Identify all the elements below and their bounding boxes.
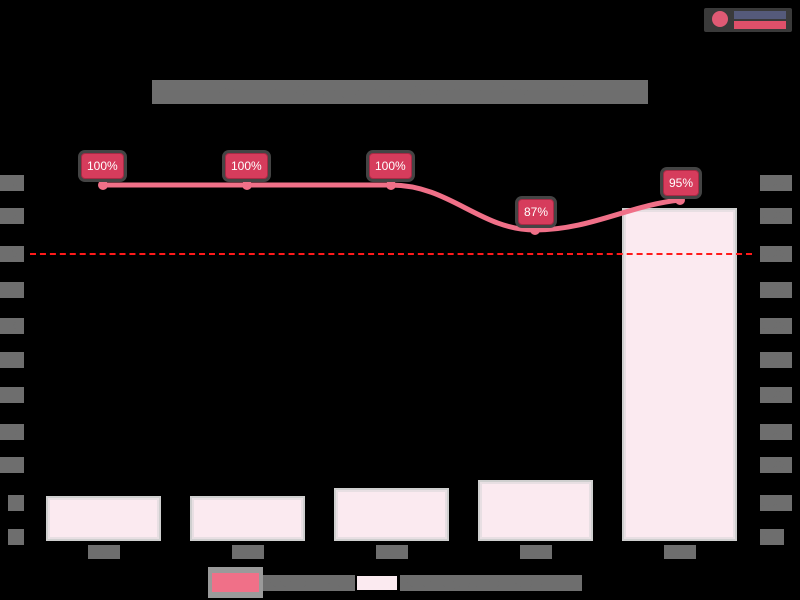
left-tick: 70	[0, 282, 24, 298]
left-tick: 80	[0, 246, 24, 262]
left-tick: 60	[0, 318, 24, 334]
data-label: 95%	[663, 170, 700, 196]
right-tick: 4000	[760, 246, 792, 262]
x-tick: 2023	[664, 545, 696, 559]
bar[interactable]	[192, 498, 303, 539]
brand-logo	[704, 8, 792, 32]
x-tick: 2021	[376, 545, 408, 559]
left-tick: 90	[0, 208, 24, 224]
right-tick: 500	[760, 495, 792, 511]
left-tick: 30	[0, 424, 24, 440]
left-tick: 40	[0, 387, 24, 403]
legend-label[interactable]: Retention Rate	[263, 575, 355, 591]
bar[interactable]	[480, 482, 591, 539]
chart-title: Historical Revenue and Retention Rate by…	[152, 80, 648, 104]
bar[interactable]	[336, 490, 447, 539]
right-tick: 2500	[760, 352, 792, 368]
legend-swatch-bar[interactable]	[356, 575, 398, 591]
logo-subtext	[734, 21, 786, 29]
logo-text	[734, 11, 786, 19]
x-tick: 2020	[232, 545, 264, 559]
left-tick: 50	[0, 352, 24, 368]
right-tick: 0	[760, 529, 784, 545]
right-tick: 3000	[760, 318, 792, 334]
data-label: 100%	[81, 153, 124, 179]
globe-icon	[712, 11, 728, 27]
right-tick: 1500	[760, 424, 792, 440]
left-tick: 20	[0, 457, 24, 473]
data-label: 100%	[369, 153, 412, 179]
legend-label[interactable]: Revenue (USD thousands)	[400, 575, 582, 591]
bar[interactable]	[48, 498, 159, 539]
legend-swatch-line[interactable]	[208, 567, 263, 598]
left-tick: 100	[0, 175, 24, 191]
right-tick: 4500	[760, 208, 792, 224]
data-label: 100%	[225, 153, 268, 179]
left-tick: 0	[8, 529, 24, 545]
x-tick: 2019	[88, 545, 120, 559]
right-tick: 5000	[760, 175, 792, 191]
right-tick: 2000	[760, 387, 792, 403]
bar[interactable]	[624, 210, 735, 539]
right-tick: 1000	[760, 457, 792, 473]
x-tick: 2022	[520, 545, 552, 559]
target-line	[30, 253, 752, 255]
data-label: 87%	[518, 199, 555, 225]
left-tick: 10	[8, 495, 24, 511]
right-tick: 3500	[760, 282, 792, 298]
